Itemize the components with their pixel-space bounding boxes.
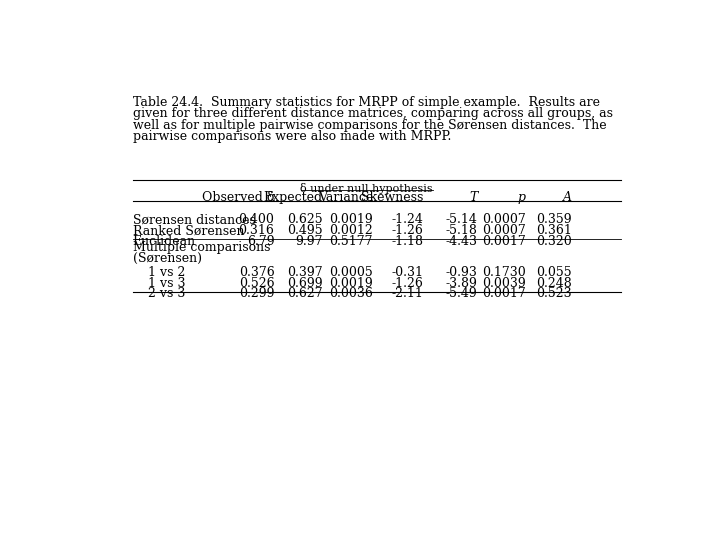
Text: 0.0019: 0.0019 — [329, 213, 373, 226]
Text: -1.26: -1.26 — [392, 276, 423, 289]
Text: 1 vs 3: 1 vs 3 — [148, 276, 186, 289]
Text: 0.625: 0.625 — [287, 213, 323, 226]
Text: given for three different distance matrices, comparing across all groups, as: given for three different distance matri… — [132, 107, 613, 120]
Text: Variance: Variance — [318, 191, 373, 204]
Text: Skewness: Skewness — [361, 191, 423, 204]
Text: 0.699: 0.699 — [287, 276, 323, 289]
Text: 0.627: 0.627 — [287, 287, 323, 300]
Text: 0.0039: 0.0039 — [482, 276, 526, 289]
Text: 0.361: 0.361 — [536, 224, 572, 237]
Text: 0.495: 0.495 — [287, 224, 323, 237]
Text: 6.79: 6.79 — [247, 235, 274, 248]
Text: Multiple comparisons: Multiple comparisons — [132, 241, 270, 254]
Text: 0.0036: 0.0036 — [329, 287, 373, 300]
Text: 0.316: 0.316 — [238, 224, 274, 237]
Text: -5.14: -5.14 — [446, 213, 477, 226]
Text: 0.400: 0.400 — [238, 213, 274, 226]
Text: Euclidean: Euclidean — [132, 235, 196, 248]
Text: 0.299: 0.299 — [239, 287, 274, 300]
Text: 0.0007: 0.0007 — [482, 213, 526, 226]
Text: δ under null hypothesis: δ under null hypothesis — [300, 183, 433, 194]
Text: 1 vs 2: 1 vs 2 — [148, 266, 186, 279]
Text: 0.0007: 0.0007 — [482, 224, 526, 237]
Text: 0.0005: 0.0005 — [329, 266, 373, 279]
Text: 0.248: 0.248 — [536, 276, 572, 289]
Text: 9.97: 9.97 — [295, 235, 323, 248]
Text: Table 24.4.  Summary statistics for MRPP of simple example.  Results are: Table 24.4. Summary statistics for MRPP … — [132, 96, 600, 109]
Text: 0.526: 0.526 — [239, 276, 274, 289]
Text: 0.055: 0.055 — [536, 266, 572, 279]
Text: 0.0019: 0.0019 — [329, 276, 373, 289]
Text: 0.0017: 0.0017 — [482, 235, 526, 248]
Text: T: T — [469, 191, 477, 204]
Text: -0.31: -0.31 — [391, 266, 423, 279]
Text: 0.320: 0.320 — [536, 235, 572, 248]
Text: 0.0017: 0.0017 — [482, 287, 526, 300]
Text: -3.89: -3.89 — [446, 276, 477, 289]
Text: 0.359: 0.359 — [536, 213, 572, 226]
Text: A: A — [563, 191, 572, 204]
Text: (Sørensen): (Sørensen) — [132, 252, 202, 265]
Text: 0.376: 0.376 — [239, 266, 274, 279]
Text: 2 vs 3: 2 vs 3 — [148, 287, 186, 300]
Text: p: p — [518, 191, 526, 204]
Text: well as for multiple pairwise comparisons for the Sørensen distances.  The: well as for multiple pairwise comparison… — [132, 119, 606, 132]
Text: -2.11: -2.11 — [392, 287, 423, 300]
Text: Expected: Expected — [264, 191, 323, 204]
Text: -0.93: -0.93 — [446, 266, 477, 279]
Text: 0.0012: 0.0012 — [329, 224, 373, 237]
Text: 0.397: 0.397 — [287, 266, 323, 279]
Text: Ranked Sørensen: Ranked Sørensen — [132, 224, 244, 237]
Text: 0.1730: 0.1730 — [482, 266, 526, 279]
Text: -5.49: -5.49 — [446, 287, 477, 300]
Text: 0.523: 0.523 — [536, 287, 572, 300]
Text: -1.18: -1.18 — [391, 235, 423, 248]
Text: pairwise comparisons were also made with MRPP.: pairwise comparisons were also made with… — [132, 130, 451, 143]
Text: -1.24: -1.24 — [392, 213, 423, 226]
Text: -1.26: -1.26 — [392, 224, 423, 237]
Text: 0.5177: 0.5177 — [329, 235, 373, 248]
Text: Observed δ: Observed δ — [202, 191, 274, 204]
Text: -5.18: -5.18 — [446, 224, 477, 237]
Text: Sørensen distances: Sørensen distances — [132, 213, 256, 226]
Text: -4.43: -4.43 — [446, 235, 477, 248]
